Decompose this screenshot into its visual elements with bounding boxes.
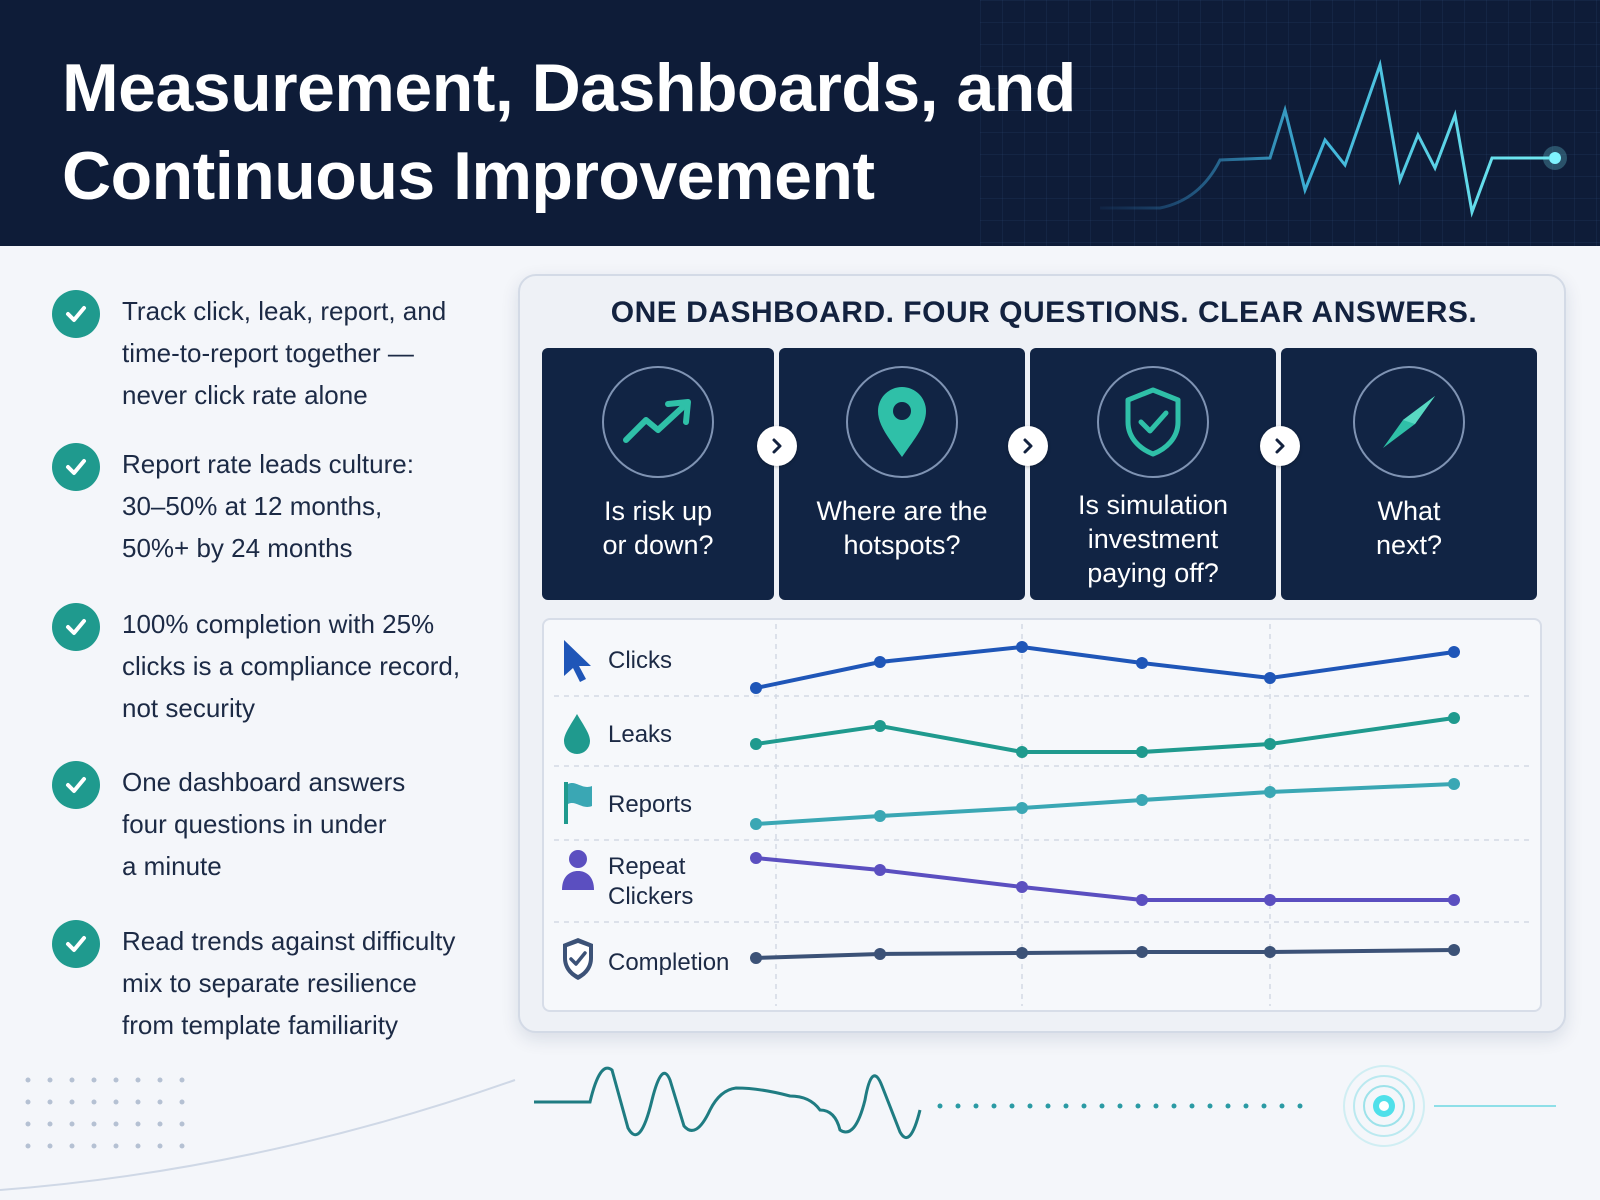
question-text: Where are the hotspots? — [816, 496, 988, 560]
key-point-text: Read trends against difficulty mix to se… — [122, 926, 456, 1040]
clicks-trend-line — [750, 641, 1460, 694]
checkmark-icon — [52, 603, 100, 651]
checkmark-icon — [52, 443, 100, 491]
shield-check-icon — [1097, 366, 1209, 478]
metric-label-reports: Reports — [608, 791, 693, 818]
key-point: One dashboard answers four questions in … — [52, 761, 472, 887]
leaks-trend-line — [750, 712, 1460, 758]
person-icon — [562, 850, 594, 890]
droplet-icon — [564, 714, 590, 754]
reports-trend-line — [750, 778, 1460, 830]
next-arrow-button[interactable] — [1260, 426, 1300, 466]
title-line-2: Continuous Improvement — [62, 138, 875, 214]
question-text: Is risk up or down? — [602, 496, 714, 560]
checkmark-icon — [52, 920, 100, 968]
key-point: 100% completion with 25% clicks is a com… — [52, 603, 472, 729]
cursor-icon — [564, 640, 591, 682]
question-panel-investment: Is simulation investment paying off? — [1030, 348, 1276, 600]
header-grid-pattern — [980, 0, 1600, 246]
question-text: Is simulation investment paying off? — [1077, 490, 1229, 588]
key-point: Read trends against difficulty mix to se… — [52, 920, 472, 1046]
key-point: Report rate leads culture: 30–50% at 12 … — [52, 443, 472, 569]
heartbeat-line-icon — [1100, 59, 1567, 218]
decorative-curve — [0, 1079, 516, 1191]
question-text: What next? — [1375, 496, 1443, 560]
trend-up-icon — [602, 366, 714, 478]
question-panel-hotspots: Where are the hotspots? — [779, 348, 1025, 600]
dashboard-title: ONE DASHBOARD. FOUR QUESTIONS. CLEAR ANS… — [610, 296, 1478, 329]
key-point-text: 100% completion with 25% clicks is a com… — [122, 609, 461, 723]
decorative-dot-grid — [25, 1077, 185, 1149]
metric-label-completion: Completion — [608, 949, 730, 976]
next-arrow-button[interactable] — [757, 426, 797, 466]
metric-label-clicks: Clicks — [608, 647, 672, 674]
key-point-text: Report rate leads culture: 30–50% at 12 … — [122, 449, 414, 563]
question-panel-risk: Is risk up or down? — [542, 348, 774, 600]
location-pin-icon — [846, 366, 958, 478]
key-point: Track click, leak, report, and time-to-r… — [52, 290, 472, 416]
page-title: Measurement, Dashboards, and Continuous … — [62, 44, 1076, 220]
metric-label-leaks: Leaks — [608, 721, 673, 748]
completion-trend-line — [750, 944, 1460, 964]
key-point-text: One dashboard answers four questions in … — [122, 767, 406, 881]
dashboard-card: ONE DASHBOARD. FOUR QUESTIONS. CLEAR ANS… — [518, 274, 1566, 1033]
metrics-trend-panel: Clicks Leaks Reports Repeat Clickers Com… — [542, 618, 1542, 1012]
checkmark-icon — [52, 290, 100, 338]
question-panel-next: What next? — [1281, 348, 1537, 600]
compass-icon — [1353, 366, 1465, 478]
key-point-text: Track click, leak, report, and time-to-r… — [122, 296, 447, 410]
next-arrow-button[interactable] — [1008, 426, 1048, 466]
repeat-clickers-trend-line — [750, 852, 1460, 906]
metric-label-repeat-clickers: Repeat Clickers — [608, 853, 694, 910]
flag-icon — [564, 782, 592, 824]
checkmark-icon — [52, 761, 100, 809]
metric-trend-lines — [554, 624, 1530, 1006]
title-line-1: Measurement, Dashboards, and — [62, 50, 1076, 126]
pulse-wave-decoration — [534, 1065, 1556, 1147]
header-banner: Measurement, Dashboards, and Continuous … — [0, 0, 1600, 246]
shield-check-icon — [563, 938, 593, 980]
